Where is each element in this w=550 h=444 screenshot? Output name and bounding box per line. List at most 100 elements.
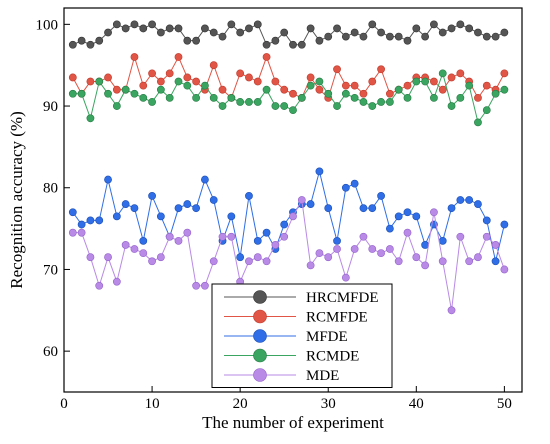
data-point — [341, 81, 350, 90]
data-point — [324, 89, 333, 98]
data-point — [315, 249, 324, 258]
data-point — [456, 93, 465, 102]
data-point — [68, 73, 77, 82]
data-point — [86, 114, 95, 123]
data-point — [333, 236, 341, 245]
data-point — [112, 20, 121, 29]
data-point — [315, 85, 324, 94]
data-point — [68, 228, 77, 237]
data-point — [262, 228, 271, 237]
data-point — [377, 28, 385, 37]
data-point — [165, 24, 174, 33]
data-point — [236, 253, 245, 262]
y-tick-label: 70 — [43, 262, 58, 278]
data-point — [165, 69, 174, 78]
data-point — [280, 220, 289, 229]
data-point — [412, 77, 421, 86]
data-point — [500, 220, 509, 229]
data-point — [253, 20, 262, 29]
data-point — [333, 24, 341, 33]
data-point — [368, 204, 377, 213]
data-point — [139, 81, 148, 90]
data-point — [262, 257, 271, 266]
data-point — [333, 102, 341, 110]
data-point — [412, 253, 421, 262]
legend-marker — [253, 290, 267, 304]
data-point — [403, 208, 412, 217]
data-point — [209, 257, 218, 266]
data-point — [359, 89, 368, 98]
data-point — [482, 81, 491, 90]
data-point — [121, 241, 130, 249]
data-point — [465, 24, 474, 33]
data-point — [289, 40, 297, 49]
data-point — [156, 85, 165, 94]
data-point — [350, 245, 359, 253]
data-point — [368, 77, 377, 86]
data-point — [359, 32, 368, 41]
data-point — [201, 175, 209, 184]
data-point — [324, 253, 333, 262]
data-point — [174, 236, 183, 245]
data-point — [333, 65, 341, 74]
data-point — [324, 204, 333, 213]
data-point — [227, 20, 236, 29]
data-point — [227, 232, 236, 241]
x-tick-label: 20 — [233, 396, 248, 412]
legend-item: RCMFDE — [224, 310, 368, 326]
data-point — [306, 261, 315, 270]
data-point — [156, 253, 165, 262]
data-point — [438, 85, 447, 94]
data-point — [377, 98, 385, 106]
data-point — [456, 196, 465, 204]
data-point — [209, 28, 218, 37]
data-point — [139, 236, 148, 245]
data-point — [271, 77, 280, 86]
data-point — [192, 93, 201, 102]
y-tick-label: 90 — [43, 99, 58, 115]
data-point — [156, 28, 165, 37]
data-point — [280, 102, 289, 110]
y-tick-label: 80 — [43, 181, 58, 197]
data-point — [139, 93, 148, 102]
data-point — [209, 196, 218, 204]
data-point — [192, 36, 201, 45]
data-point — [95, 36, 104, 45]
data-point — [245, 24, 253, 33]
data-point — [201, 281, 209, 290]
data-point — [474, 200, 482, 208]
data-point — [491, 257, 500, 266]
data-point — [465, 196, 474, 204]
data-point — [148, 257, 156, 266]
data-point — [438, 28, 447, 37]
data-point — [112, 277, 121, 286]
data-point — [245, 192, 253, 200]
y-axis-title: Recognition accuracy (%) — [7, 111, 26, 288]
x-axis-ticks: 0 10 20 30 40 50 — [60, 386, 512, 412]
series-hrcmfde — [68, 20, 509, 49]
data-point — [350, 93, 359, 102]
data-point — [156, 77, 165, 86]
data-point — [438, 236, 447, 245]
series-rcmde — [68, 69, 509, 127]
data-point — [500, 265, 509, 274]
data-point — [482, 216, 491, 225]
data-point — [350, 81, 359, 90]
data-point — [245, 257, 253, 266]
data-point — [377, 249, 385, 258]
data-point — [474, 253, 482, 262]
data-point — [77, 220, 86, 229]
data-point — [350, 179, 359, 188]
data-point — [86, 253, 95, 262]
data-point — [306, 73, 315, 82]
data-point — [183, 36, 192, 45]
data-point — [68, 208, 77, 217]
data-point — [385, 245, 394, 253]
data-point — [262, 40, 271, 49]
data-point — [86, 77, 95, 86]
data-point — [280, 232, 289, 241]
data-point — [104, 175, 112, 184]
data-point — [430, 20, 438, 29]
data-point — [350, 28, 359, 37]
data-point — [333, 245, 341, 253]
